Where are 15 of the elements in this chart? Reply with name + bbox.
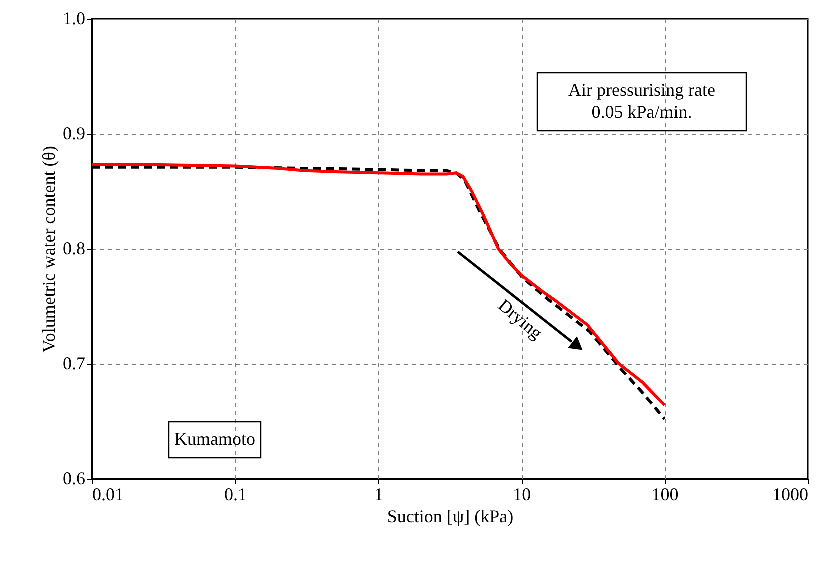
y-tick-label: 0.8	[63, 238, 86, 258]
annotation: Air pressurising rate 0.05 kPa/min.	[568, 80, 716, 122]
y-axis-title: Volumetric water content (θ)	[39, 146, 59, 353]
x-tick-label: 1	[374, 484, 384, 504]
annotation: Kumamoto	[174, 429, 256, 449]
y-tick-label: 0.6	[63, 468, 86, 488]
x-tick-label: 10	[513, 484, 532, 504]
y-tick-label: 0.9	[63, 124, 86, 144]
x-tick-label: 1000	[772, 484, 808, 504]
y-tick-label: 1.0	[63, 8, 86, 28]
x-axis-title: Suction [ψ] (kPa)	[387, 506, 514, 526]
x-tick-label: 100	[652, 484, 679, 504]
y-tick-label: 0.7	[63, 354, 86, 374]
x-tick-label: 0.1	[224, 484, 247, 504]
x-tick-label: 0.01	[92, 484, 124, 504]
